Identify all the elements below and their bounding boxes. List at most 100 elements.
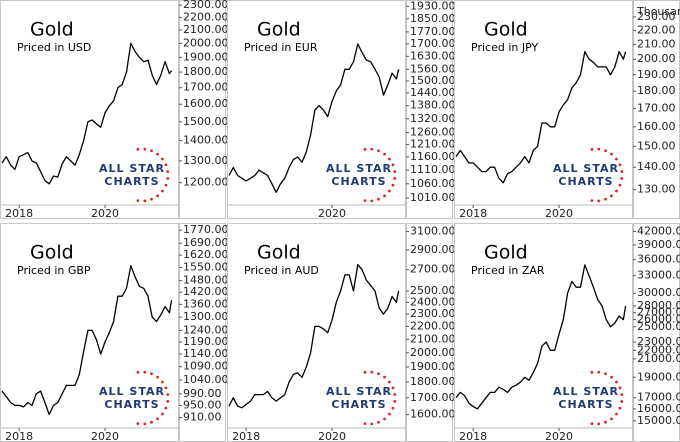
- panel-frame: [0, 0, 226, 219]
- y-tick-label: 30000.00: [637, 286, 680, 299]
- y-tick-label: 1500.00: [410, 74, 456, 87]
- logo-dot: [166, 177, 170, 180]
- x-tick-label: 2018: [5, 430, 33, 442]
- y-tick-label: 1560.00: [410, 62, 456, 75]
- y-tick-label: 160.00: [637, 120, 676, 133]
- logo-dot: [391, 406, 395, 410]
- logo-dot: [610, 417, 613, 421]
- y-tick-label: 2400.00: [410, 295, 456, 308]
- logo-text: ALL STAR: [553, 162, 619, 175]
- logo-dot: [590, 422, 594, 426]
- logo-text: ALL STAR: [99, 162, 165, 175]
- y-tick-label: 1360.00: [183, 297, 229, 310]
- logo-dot: [615, 412, 618, 416]
- panel-frame: [227, 223, 453, 442]
- y-tick-label: 220.00: [637, 23, 676, 36]
- chart-title: Gold: [484, 242, 528, 264]
- y-tick-label: 1160.00: [410, 150, 456, 163]
- logo-dot: [388, 412, 391, 416]
- logo-dot: [164, 386, 168, 390]
- y-tick-label: 150.00: [637, 139, 676, 152]
- logo-dot: [615, 157, 618, 161]
- logo-dot: [590, 147, 594, 151]
- y-tick-label: 130.00: [637, 183, 676, 196]
- logo-dot: [391, 183, 395, 187]
- y-tick-label: 1900.00: [183, 50, 229, 63]
- logo-dot: [164, 406, 168, 410]
- y-tick-label: 27000.00: [637, 306, 680, 319]
- logo-dot: [388, 157, 391, 161]
- price-line: [228, 43, 400, 193]
- y-tick-label: 1110.00: [410, 163, 456, 176]
- chart-panel: 1770.001690.001620.001550.001480.001420.…: [0, 223, 229, 442]
- logo-dot: [615, 189, 618, 193]
- y-tick-label: 1900.00: [410, 360, 456, 373]
- logo-dot: [618, 386, 622, 390]
- logo-dot: [620, 393, 624, 396]
- y-tick-label: 19000.00: [637, 370, 680, 383]
- x-tick-label: 2020: [545, 207, 573, 220]
- logo-dot: [393, 400, 397, 403]
- y-tick-label: 1600.00: [183, 97, 229, 110]
- logo-dot: [618, 163, 622, 167]
- logo-dot: [377, 197, 380, 201]
- chart-subtitle: Priced in AUD: [244, 264, 319, 277]
- logo-dot: [150, 149, 153, 153]
- logo-dot: [156, 417, 159, 421]
- y-tick-label: 1200.00: [183, 176, 229, 189]
- logo-dot: [161, 189, 164, 193]
- logo-dot: [156, 152, 159, 156]
- logo-dot: [610, 194, 613, 198]
- y-tick-label: 28000.00: [637, 299, 680, 312]
- y-tick-label: 1700.00: [183, 81, 229, 94]
- y-tick-label: 1090.00: [183, 360, 229, 373]
- logo-dot: [383, 152, 386, 156]
- logo-dot: [597, 199, 601, 203]
- y-tick-label: 190.00: [637, 68, 676, 81]
- chart-title: Gold: [257, 242, 301, 264]
- y-tick-label: 2500.00: [410, 284, 456, 297]
- y-tick-label: 1190.00: [183, 335, 229, 348]
- y-tick-label: 140.00: [637, 160, 676, 173]
- logo-text: CHARTS: [558, 175, 613, 188]
- logo-dot: [620, 170, 624, 173]
- chart-title: Gold: [30, 242, 74, 264]
- logo-dot: [143, 370, 147, 374]
- y-tick-label: 39000.00: [637, 238, 680, 251]
- logo-dot: [383, 375, 386, 379]
- logo-dot: [597, 370, 601, 374]
- chart-panel: 1930.001850.001770.001700.001630.001560.…: [227, 0, 456, 220]
- logo-dot: [166, 393, 170, 396]
- logo-text: CHARTS: [104, 398, 159, 411]
- y-tick-label: 1240.00: [183, 323, 229, 336]
- y-tick-label: 26000.00: [637, 313, 680, 326]
- y-tick-label: 25000.00: [637, 320, 680, 333]
- logo-dot: [597, 422, 601, 426]
- y-tick-label: 1260.00: [410, 126, 456, 139]
- logo-dot: [388, 380, 391, 384]
- chart-subtitle: Priced in JPY: [471, 41, 538, 54]
- logo-dot: [370, 370, 374, 374]
- logo-dot: [391, 386, 395, 390]
- y-tick-label: 1040.00: [183, 373, 229, 386]
- logo-text: CHARTS: [331, 398, 386, 411]
- logo-dot: [618, 406, 622, 410]
- y-tick-label: 1380.00: [410, 99, 456, 112]
- x-tick-label: 2020: [91, 207, 119, 220]
- y-tick-label: 2100.00: [183, 23, 229, 36]
- y-tick-label: 230.00: [637, 10, 676, 23]
- logo-dot: [604, 372, 607, 376]
- y-tick-label: 210.00: [637, 37, 676, 50]
- y-tick-label: 15000.00: [637, 414, 680, 427]
- price-line: [455, 264, 627, 410]
- logo-dot: [150, 372, 153, 376]
- logo-dot: [370, 422, 374, 426]
- y-tick-label: 1500.00: [183, 115, 229, 128]
- chart-title: Gold: [484, 19, 528, 41]
- x-tick-label: 2018: [5, 207, 33, 220]
- logo-dot: [156, 375, 159, 379]
- logo-dot: [161, 157, 164, 161]
- y-tick-label: 33000.00: [637, 269, 680, 282]
- y-tick-label: 1930.00: [410, 0, 456, 12]
